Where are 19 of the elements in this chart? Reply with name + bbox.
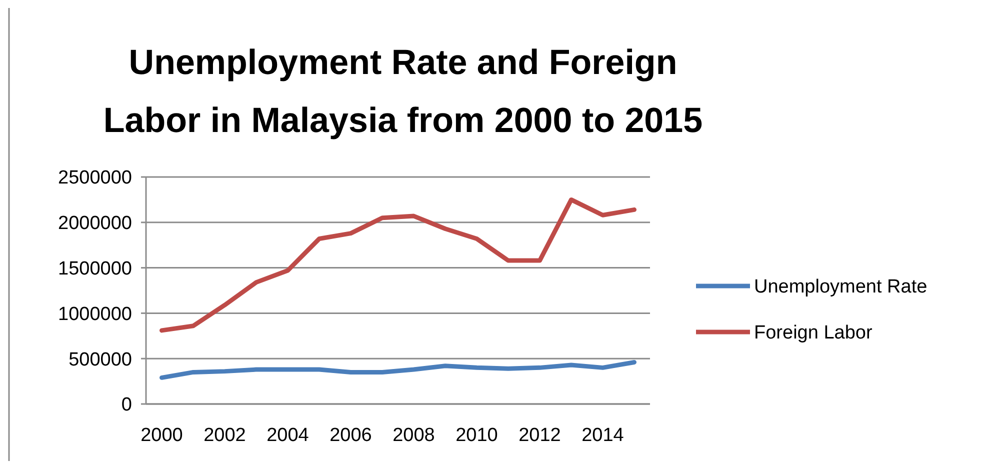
y-tick-label: 1000000 [58,304,132,325]
x-tick-label: 2012 [518,425,561,446]
x-tick-label: 2014 [582,425,624,446]
x-tick-label: 2002 [204,425,246,446]
y-tick-label: 0 [121,394,132,416]
x-tick-label: 2008 [392,425,435,446]
line-series [160,197,636,333]
y-tick-label: 2000000 [58,213,132,234]
chart-title: Unemployment Rate and Foreign Labor in Malaysia from 2000 to 2015 [103,43,703,140]
y-tick-label: 1500000 [58,258,132,280]
x-tick-label: 2010 [456,425,498,446]
x-tick-label: 2006 [330,425,372,446]
line-series [160,360,636,380]
x-tick-label: 2000 [140,425,183,446]
y-tick-label: 2500000 [58,168,132,189]
legend-label: Foreign Labor [754,322,873,344]
x-tick-label: 2004 [266,425,310,446]
legend-label: Unemployment Rate [754,276,928,298]
y-tick-label: 500000 [68,349,132,370]
